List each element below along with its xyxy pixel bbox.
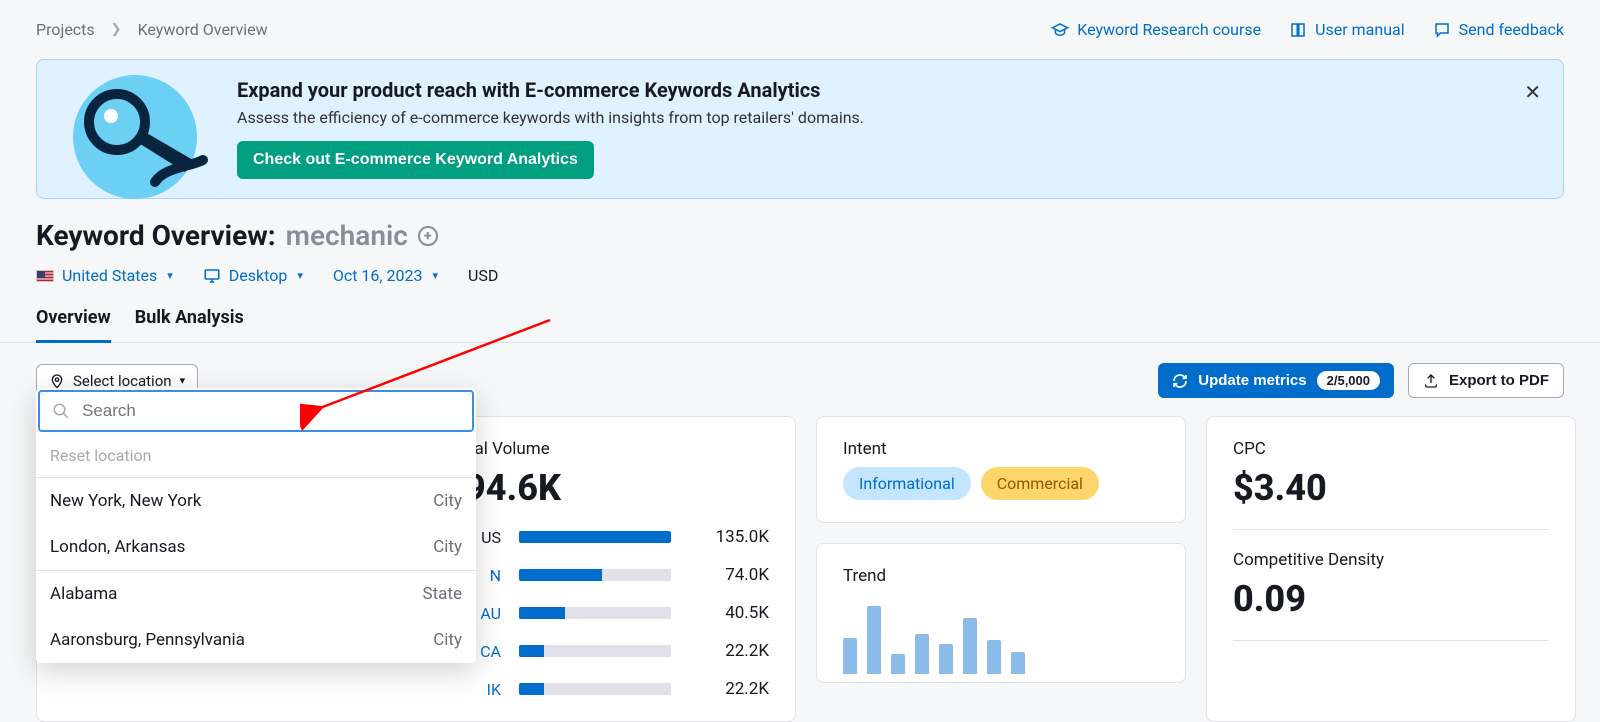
location-option[interactable]: New York, New York City xyxy=(36,478,476,524)
volume-value: 135.0K xyxy=(689,527,769,547)
intent-badge: Informational xyxy=(843,467,971,500)
volume-row: N74.0K xyxy=(465,565,769,585)
refresh-icon xyxy=(1172,373,1188,389)
us-flag-icon xyxy=(36,270,54,282)
location-type: City xyxy=(433,537,462,557)
page-title: Keyword Overview: xyxy=(36,219,276,252)
volume-row: IK 22.2K xyxy=(465,679,769,699)
chat-icon xyxy=(1433,21,1451,39)
location-option[interactable]: London, Arkansas City xyxy=(36,524,476,571)
volume-bar xyxy=(519,607,671,619)
chevron-right-icon: ❯ xyxy=(111,22,122,37)
location-type: City xyxy=(433,630,462,650)
filter-country[interactable]: United States ▾ xyxy=(36,266,173,285)
chevron-down-icon: ▾ xyxy=(433,269,439,282)
close-icon[interactable]: ✕ xyxy=(1524,80,1541,104)
comp-density-title: Competitive Density xyxy=(1233,550,1549,570)
location-search-input[interactable] xyxy=(80,400,460,422)
location-name: London, Arkansas xyxy=(50,537,185,557)
cpc-title: CPC xyxy=(1233,439,1549,459)
comp-density-value: 0.09 xyxy=(1233,578,1549,620)
volume-bar xyxy=(519,531,671,543)
divider xyxy=(1233,529,1549,530)
trend-bar xyxy=(1011,652,1025,674)
card-intent: Intent Informational Commercial xyxy=(816,416,1186,523)
promo-subtitle: Assess the efficiency of e-commerce keyw… xyxy=(237,108,1541,127)
volume-bar xyxy=(519,569,671,581)
add-keyword-icon[interactable]: + xyxy=(418,226,438,246)
promo-title: Expand your product reach with E-commerc… xyxy=(237,78,1541,102)
card-trend: Trend xyxy=(816,543,1186,683)
filter-device[interactable]: Desktop ▾ xyxy=(203,266,303,285)
book-icon xyxy=(1289,21,1307,39)
promo-cta-button[interactable]: Check out E-commerce Keyword Analytics xyxy=(237,141,594,179)
location-type: State xyxy=(423,584,462,604)
metrics-count-badge: 2/5,000 xyxy=(1317,371,1380,390)
desktop-icon xyxy=(203,267,221,285)
search-icon xyxy=(52,402,70,420)
reset-location[interactable]: Reset location xyxy=(36,434,476,478)
volume-row: CA22.2K xyxy=(465,641,769,661)
location-option[interactable]: Alabama State xyxy=(36,571,476,617)
location-name: Aaronsburg, Pennsylvania xyxy=(50,630,245,650)
graduation-cap-icon xyxy=(1051,21,1069,39)
global-volume-value: 94.6K xyxy=(465,467,769,509)
intent-title: Intent xyxy=(843,439,1159,459)
volume-bar xyxy=(519,683,671,695)
volume-value: 40.5K xyxy=(689,603,769,623)
chevron-down-icon: ▾ xyxy=(297,269,303,282)
trend-bar xyxy=(867,606,881,674)
upload-icon xyxy=(1423,373,1439,389)
location-name: Alabama xyxy=(50,584,117,604)
divider xyxy=(1233,640,1549,641)
location-dropdown-panel: Reset location New York, New YorkCityLon… xyxy=(36,388,476,663)
link-research-course[interactable]: Keyword Research course xyxy=(1051,20,1261,39)
filter-currency: USD xyxy=(468,266,498,285)
promo-illustration-icon xyxy=(55,72,215,202)
location-option[interactable]: Aaronsburg, Pennsylvania City xyxy=(36,617,476,663)
export-pdf-button[interactable]: Export to PDF xyxy=(1408,363,1564,398)
chevron-down-icon: ▾ xyxy=(167,269,173,282)
volume-value: 74.0K xyxy=(689,565,769,585)
trend-bar xyxy=(843,638,857,674)
intent-badge: Commercial xyxy=(981,467,1099,500)
global-volume-title: bal Volume xyxy=(465,439,769,459)
breadcrumb-current: Keyword Overview xyxy=(138,20,268,39)
pin-icon xyxy=(49,373,65,389)
volume-value: 22.2K xyxy=(689,679,769,699)
volume-row: US135.0K xyxy=(465,527,769,547)
card-cpc-comp: CPC $3.40 Competitive Density 0.09 xyxy=(1206,416,1576,722)
promo-banner: Expand your product reach with E-commerc… xyxy=(36,59,1564,199)
trend-title: Trend xyxy=(843,566,1159,586)
breadcrumb: Projects ❯ Keyword Overview xyxy=(36,20,268,39)
tab-overview[interactable]: Overview xyxy=(36,307,111,343)
volume-bar xyxy=(519,645,671,657)
breadcrumb-projects[interactable]: Projects xyxy=(36,20,95,39)
location-type: City xyxy=(433,491,462,511)
cpc-value: $3.40 xyxy=(1233,467,1549,509)
link-send-feedback[interactable]: Send feedback xyxy=(1433,20,1564,39)
location-name: New York, New York xyxy=(50,491,201,511)
trend-bar xyxy=(891,654,905,674)
volume-value: 22.2K xyxy=(689,641,769,661)
volume-row: AU40.5K xyxy=(465,603,769,623)
chevron-down-icon: ▾ xyxy=(180,374,186,387)
trend-bar xyxy=(987,640,1001,674)
link-user-manual[interactable]: User manual xyxy=(1289,20,1405,39)
filter-date[interactable]: Oct 16, 2023 ▾ xyxy=(333,266,438,285)
keyword-value: mechanic xyxy=(286,219,408,252)
country-code[interactable]: IK xyxy=(465,680,501,699)
update-metrics-button[interactable]: Update metrics 2/5,000 xyxy=(1158,363,1394,398)
trend-bar xyxy=(915,634,929,674)
tab-bulk-analysis[interactable]: Bulk Analysis xyxy=(135,307,244,343)
trend-bar xyxy=(939,644,953,674)
